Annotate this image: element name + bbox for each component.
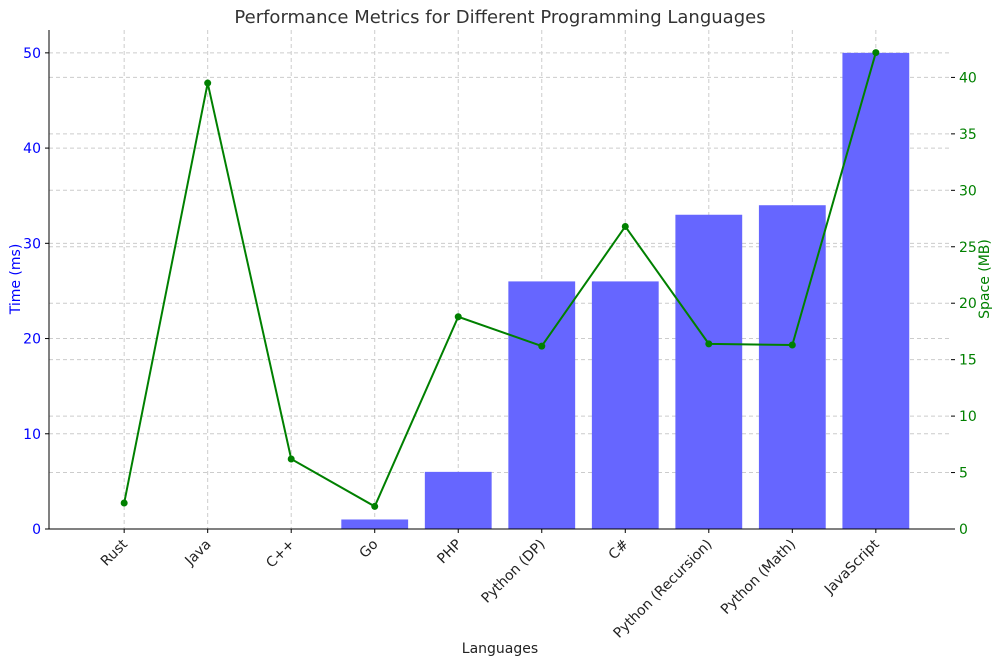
tick-label-right: 35 <box>959 127 977 143</box>
tick-label-right: 5 <box>959 466 968 482</box>
tick-label-left: 30 <box>23 236 41 252</box>
tick-label-x: PHP <box>434 537 465 568</box>
bar-go <box>341 519 409 529</box>
bar-python-math- <box>758 205 826 529</box>
tick-label-right: 15 <box>959 353 977 369</box>
tick-label-left: 0 <box>32 522 41 538</box>
space-point <box>371 502 379 510</box>
tick-label-left: 50 <box>23 46 41 62</box>
tick-label-x: C++ <box>263 537 298 572</box>
bars <box>341 52 910 530</box>
space-point <box>872 49 880 57</box>
space-line <box>120 49 880 510</box>
bar-javascript <box>842 52 910 530</box>
bar-python-recursion- <box>675 214 743 530</box>
space-point <box>538 342 546 350</box>
space-point <box>788 341 796 349</box>
y-axis-left-label: Time (ms) <box>8 244 24 316</box>
space-point <box>204 79 212 87</box>
tick-label-right: 10 <box>959 409 977 425</box>
x-axis-label: Languages <box>462 641 538 657</box>
tick-label-right: 20 <box>959 296 977 312</box>
bar-c- <box>591 281 659 529</box>
tick-label-x: Python (Math) <box>718 537 799 618</box>
tick-label-right: 30 <box>959 183 977 199</box>
tick-label-x: JavaScript <box>821 536 883 598</box>
y-axis-right-label: Space (MB) <box>977 239 993 319</box>
space-point <box>287 455 295 463</box>
tick-label-x: Rust <box>98 536 131 569</box>
tick-label-left: 10 <box>23 427 41 443</box>
chart-title: Performance Metrics for Different Progra… <box>234 7 765 28</box>
tick-label-right: 40 <box>959 70 977 86</box>
tick-label-x: Python (DP) <box>478 537 548 607</box>
tick-label-x: C# <box>606 537 633 564</box>
space-point <box>120 499 128 507</box>
tick-label-right: 25 <box>959 240 977 256</box>
space-point <box>705 340 713 348</box>
tick-label-left: 40 <box>23 141 41 157</box>
bar-python-dp- <box>508 281 576 529</box>
tick-label-left: 20 <box>23 332 41 348</box>
tick-label-x: Go <box>357 537 382 562</box>
tick-label-x: Java <box>182 537 215 570</box>
axes: 0 10 20 30 40 50 0 5 10 15 20 25 30 35 40 Rust Java C++ Go… <box>23 30 977 642</box>
bar-php <box>424 471 492 529</box>
space-point <box>454 313 462 321</box>
space-line-path <box>123 52 877 508</box>
space-point <box>621 222 629 230</box>
tick-label-right: 0 <box>959 522 968 538</box>
